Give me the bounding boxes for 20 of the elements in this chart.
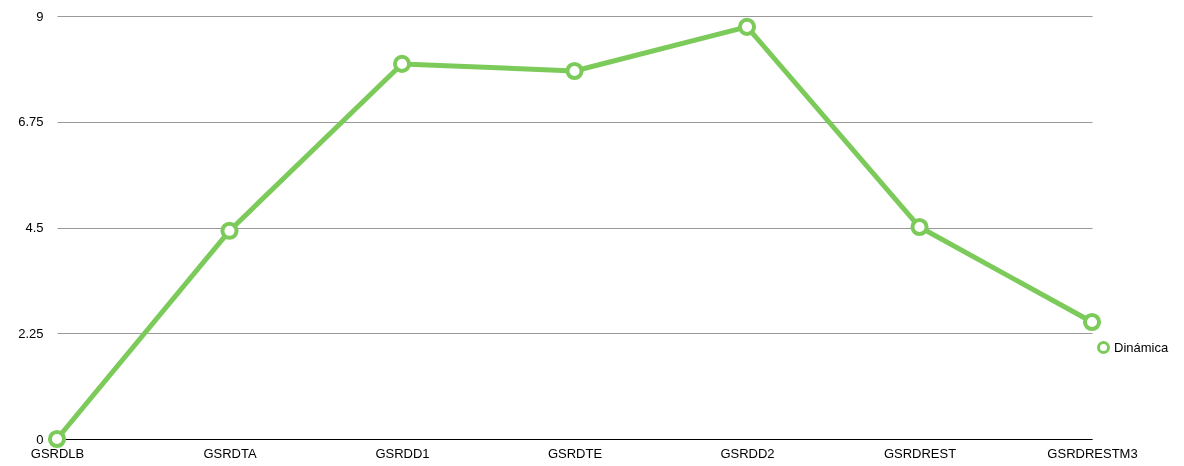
point	[392, 54, 412, 73]
x-tick-label: GSRDD2	[720, 445, 775, 461]
x-tick-label: GSRDTE	[547, 445, 603, 461]
x-tick-label: GSRDREST	[883, 445, 957, 461]
point	[737, 17, 757, 36]
point	[1082, 312, 1102, 332]
point	[47, 429, 67, 449]
x-tick-label: GSRDTA	[203, 445, 257, 461]
y-tick-label: 4.5	[25, 220, 44, 235]
y-tick-label: 0	[36, 431, 44, 447]
x-tick-label: GSRDD1	[375, 445, 430, 461]
x-tick-label: GSRDLB	[30, 445, 85, 461]
point	[910, 217, 929, 237]
legend-label: Dinámica	[1114, 339, 1169, 355]
y-tick-label: 9	[36, 8, 44, 24]
point	[220, 221, 239, 240]
x-tick-label: GSRDRESTM3	[1047, 445, 1138, 461]
point	[565, 61, 584, 81]
y-tick-label: 2.25	[18, 325, 44, 341]
y-tick-label: 6.75	[18, 114, 44, 130]
